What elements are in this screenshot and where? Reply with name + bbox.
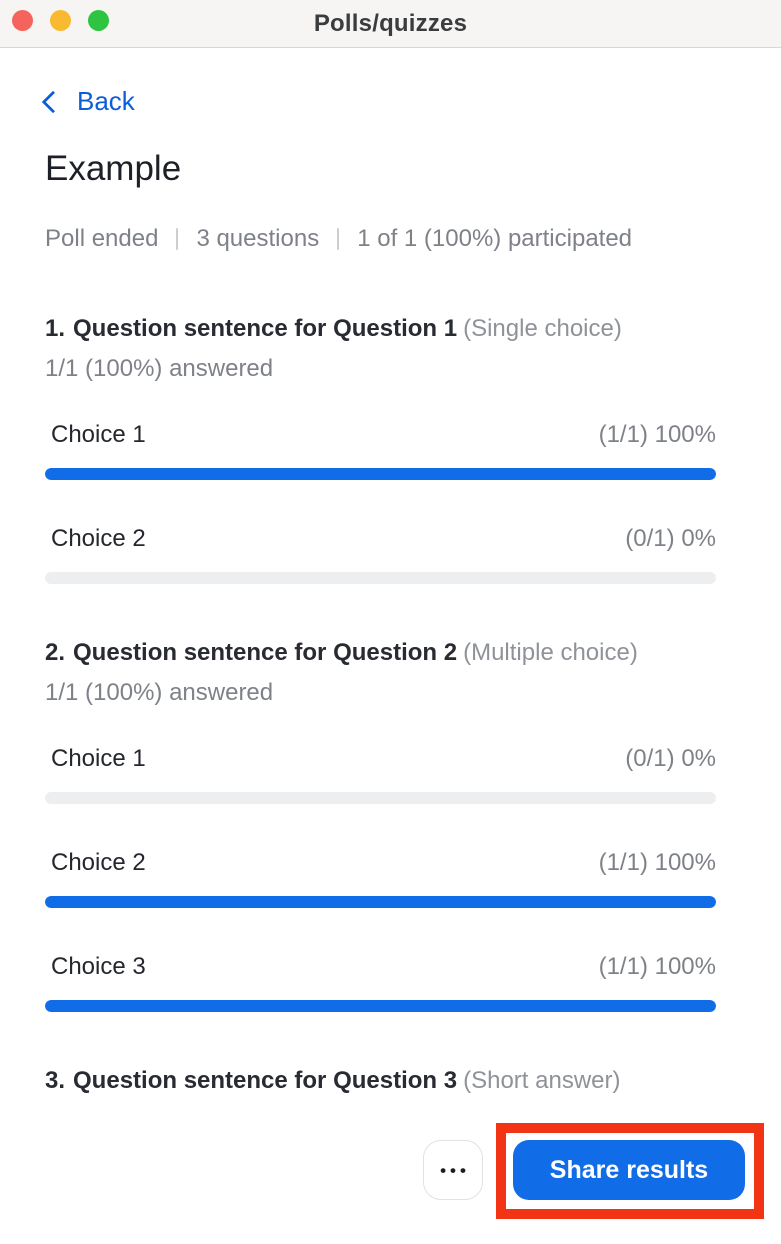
result-bar-track — [45, 468, 716, 480]
meta-divider — [337, 228, 340, 250]
zoom-traffic-light-icon[interactable] — [88, 10, 109, 31]
choice-stat: (1/1) 100% — [598, 849, 716, 876]
question-title: 3. Question sentence for Question 3 (Short… — [45, 1066, 716, 1096]
question-type: (Short answer) — [463, 1067, 621, 1094]
question-text: Question sentence for Question 1 — [73, 315, 458, 342]
choice-result: Choice 1 (0/1) 0% — [45, 744, 716, 804]
footer-actions: ••• Share results — [423, 1140, 745, 1200]
result-bar-track — [45, 572, 716, 584]
question-number: 1. — [45, 315, 66, 342]
choice-label: Choice 2 — [51, 849, 146, 876]
result-bar-fill — [45, 896, 716, 908]
choice-result: Choice 2 (1/1) 100% — [45, 848, 716, 908]
answered-stat: 1/1 (100%) answered — [45, 679, 274, 706]
share-results-button[interactable]: Share results — [513, 1140, 745, 1200]
close-traffic-light-icon[interactable] — [12, 10, 33, 31]
poll-status: Poll ended — [45, 225, 159, 252]
back-label: Back — [77, 86, 135, 116]
chevron-left-icon — [41, 90, 65, 113]
question-title: 1. Question sentence for Question 1 (Singl… — [45, 314, 716, 344]
choice-stat: (1/1) 100% — [598, 953, 716, 980]
poll-results-content: Back Example Poll ended 3 questions 1 of… — [0, 48, 781, 1096]
back-button[interactable]: Back — [41, 86, 135, 116]
minimize-traffic-light-icon[interactable] — [50, 10, 71, 31]
result-bar-track — [45, 792, 716, 804]
choice-result: Choice 1 (1/1) 100% — [45, 420, 716, 480]
question-number: 3. — [45, 1067, 66, 1094]
choice-label: Choice 3 — [51, 953, 146, 980]
question-text: Question sentence for Question 2 — [73, 639, 458, 666]
choice-stat: (1/1) 100% — [598, 421, 716, 448]
question-title: 2. Question sentence for Question 2 (Multi… — [45, 638, 716, 668]
question-text: Question sentence for Question 3 — [73, 1067, 458, 1094]
meta-divider — [176, 228, 179, 250]
choice-result: Choice 3 (1/1) 100% — [45, 952, 716, 1012]
more-options-button[interactable]: ••• — [423, 1140, 483, 1200]
choice-label: Choice 2 — [51, 525, 146, 552]
answered-stat: 1/1 (100%) answered — [45, 355, 274, 382]
result-bar-track — [45, 1000, 716, 1012]
question-block-1: 1. Question sentence for Question 1 (Singl… — [45, 314, 716, 584]
ellipsis-icon: ••• — [440, 1160, 470, 1180]
poll-meta: Poll ended 3 questions 1 of 1 (100%) par… — [45, 224, 716, 254]
question-count: 3 questions — [196, 225, 320, 252]
choice-label: Choice 1 — [51, 745, 146, 772]
result-bar-fill — [45, 468, 716, 480]
choice-stat: (0/1) 0% — [625, 525, 716, 552]
result-bar-fill — [45, 1000, 716, 1012]
result-bar-track — [45, 896, 716, 908]
participation-stat: 1 of 1 (100%) participated — [357, 225, 633, 252]
question-type: (Single choice) — [463, 315, 622, 342]
question-number: 2. — [45, 639, 66, 666]
question-type: (Multiple choice) — [463, 639, 638, 666]
choice-stat: (0/1) 0% — [625, 745, 716, 772]
titlebar: Polls/quizzes — [0, 0, 781, 48]
question-block-3: 3. Question sentence for Question 3 (Short… — [45, 1066, 716, 1096]
choice-label: Choice 1 — [51, 421, 146, 448]
traffic-lights — [12, 10, 109, 31]
choice-result: Choice 2 (0/1) 0% — [45, 524, 716, 584]
question-block-2: 2. Question sentence for Question 2 (Multi… — [45, 638, 716, 1012]
window-title: Polls/quizzes — [313, 9, 468, 37]
page-title: Example — [45, 149, 182, 188]
